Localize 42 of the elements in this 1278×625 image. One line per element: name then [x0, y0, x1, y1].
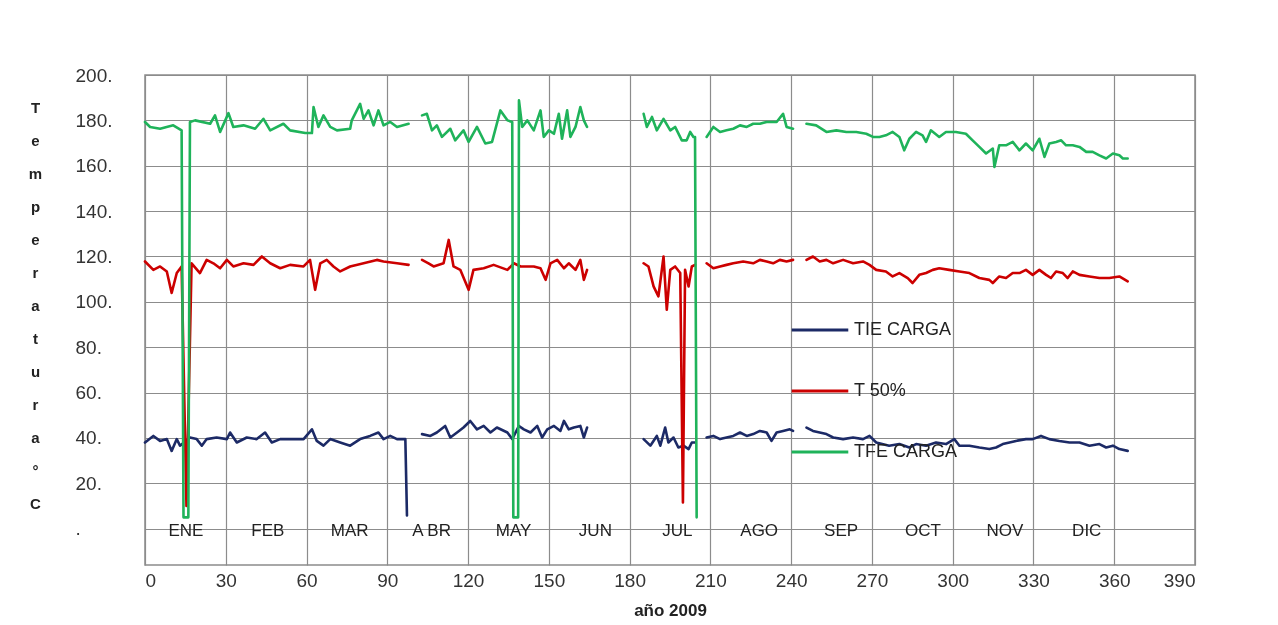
x-axis-title: año 2009: [634, 600, 707, 620]
y-tick-label: 40.: [75, 427, 102, 449]
x-tick-label: 240: [775, 569, 808, 591]
y-tick-label: 20.: [75, 472, 102, 494]
y-tick-label: 60.: [75, 382, 102, 404]
y-tick-label: 140.: [75, 200, 113, 222]
x-tick-label: 30: [215, 569, 237, 591]
annotation: OCT: [905, 521, 941, 540]
annotation: JUN: [578, 521, 612, 540]
x-tick-label: 270: [856, 569, 889, 591]
x-tick-label: 360: [1098, 569, 1131, 591]
legend-label: TFE CARGA: [854, 441, 958, 461]
annotation: A BR: [412, 521, 451, 540]
y-tick-label: 160.: [75, 155, 113, 177]
legend-label: T 50%: [854, 380, 906, 400]
x-tick-label: 300: [937, 569, 970, 591]
annotation: MAR: [330, 521, 369, 540]
x-tick-label: 330: [1018, 569, 1050, 591]
x-tick-label: 390: [1163, 569, 1196, 591]
x-tick-label: 0: [145, 569, 157, 591]
x-tick-label: 60: [296, 569, 318, 591]
annotation: NOV: [986, 521, 1024, 540]
x-tick-label: 150: [533, 569, 566, 591]
y-tick-label: .: [75, 518, 81, 540]
annotation: SEP: [824, 521, 859, 540]
y-tick-label: 180.: [75, 109, 113, 131]
y-tick-label: 120.: [75, 245, 113, 267]
annotation: AGO: [740, 521, 779, 540]
annotation: DIC: [1072, 521, 1102, 540]
annotation: ENE: [168, 521, 204, 540]
annotation: JUL: [662, 521, 693, 540]
x-tick-label: 120: [452, 569, 485, 591]
text: Temperatura °C: [28, 98, 43, 512]
x-tick-label: 180: [614, 569, 646, 591]
y-tick-label: 100.: [75, 291, 113, 313]
y-tick-label: 80.: [75, 336, 102, 358]
x-tick-label: 210: [695, 569, 727, 591]
annotation: FEB: [251, 521, 285, 540]
y-tick-label: 200.: [75, 64, 113, 86]
x-tick-label: 90: [377, 569, 399, 591]
legend-label: TIE CARGA: [854, 319, 952, 339]
annotation: MAY: [495, 521, 532, 540]
